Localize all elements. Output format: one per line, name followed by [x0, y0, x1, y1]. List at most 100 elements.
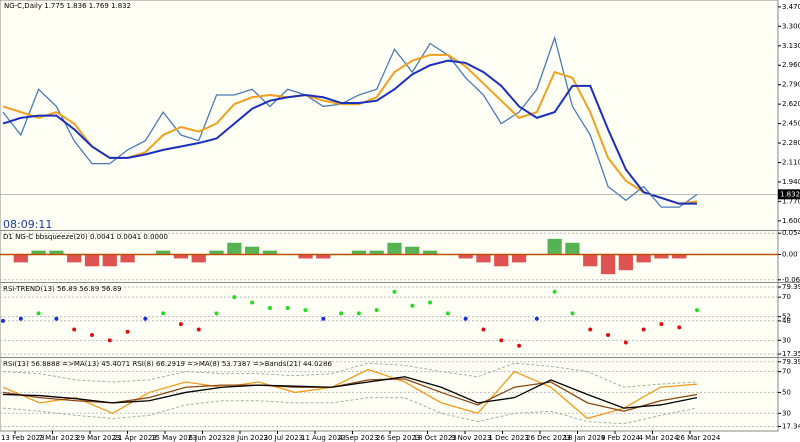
histogram-bar	[102, 254, 117, 267]
x-tick-label: 13 Feb 2023	[1, 434, 45, 442]
histogram-bar	[298, 254, 313, 259]
y-tick-label: 2.280	[782, 139, 800, 147]
trend-dot	[107, 338, 112, 343]
trend-dot	[659, 322, 664, 327]
trend-dot	[143, 316, 148, 321]
histogram-bar	[636, 254, 651, 263]
histogram-bar	[13, 254, 28, 263]
series-line	[2, 59, 697, 205]
pane-title: RSI(13) 56.8888 =>MA(13) 45.4071 RSI(8) …	[3, 360, 332, 368]
histogram-bar	[422, 250, 438, 255]
trend-dot	[588, 327, 593, 332]
clock: 08:09:11	[3, 218, 52, 231]
x-tick-label: 11 Aug 2023	[301, 434, 346, 442]
histogram-bar	[173, 254, 189, 259]
histogram-bar	[369, 250, 384, 255]
y-tick-label: 1.600	[782, 217, 800, 225]
x-tick-label: 4 Sep 2023	[339, 434, 379, 442]
histogram-bar	[565, 242, 580, 255]
y-tick-label: 70	[782, 368, 791, 376]
trend-dot	[374, 308, 379, 313]
x-tick-label: 26 Sep 2023	[376, 434, 420, 442]
trend-dot	[36, 311, 41, 316]
y-tick-label: 50	[782, 388, 791, 396]
trend-dot	[178, 322, 183, 327]
y-tick-label: 52	[782, 313, 791, 321]
histogram-bar	[262, 250, 278, 255]
x-tick-label: 18 Jan 2024	[564, 434, 607, 442]
y-tick-label: 3.300	[782, 22, 800, 30]
histogram-bar	[316, 254, 331, 259]
trend-dot	[250, 300, 255, 305]
x-tick-label: 29 Mar 2023	[76, 434, 120, 442]
trend-dot	[125, 329, 130, 334]
histogram-bar	[618, 254, 633, 271]
y-tick-label: 17.35	[782, 350, 800, 358]
trend-dot	[481, 327, 486, 332]
y-tick-label: 48	[782, 317, 791, 325]
pane-title: RSI-TREND(13) 56.89 56.89 56.89	[3, 285, 122, 293]
last-price-label: 1.832	[780, 190, 800, 198]
trend-dot	[499, 338, 504, 343]
trend-dot	[1, 318, 5, 323]
x-tick-label: 9 Feb 2024	[601, 434, 641, 442]
histogram-bar	[654, 254, 669, 259]
histogram-bar	[209, 250, 224, 255]
trend-dot	[552, 289, 557, 294]
symbol-header: NG-C,Daily 1.775 1.836 1.769 1.832	[4, 2, 131, 10]
histogram-bar	[547, 238, 562, 255]
trend-dot	[606, 332, 611, 337]
y-tick-label: 1.940	[782, 178, 800, 186]
trend-dot	[463, 316, 468, 321]
histogram-bar	[476, 254, 491, 263]
histogram-bar	[227, 242, 242, 255]
y-tick-label: 1.770	[782, 197, 800, 205]
series-line	[2, 397, 698, 425]
trend-dot	[534, 316, 539, 321]
trend-dot	[54, 316, 59, 321]
histogram-bar	[84, 254, 100, 267]
x-tick-label: 20 Jul 2023	[264, 434, 304, 442]
trend-dot	[570, 311, 575, 316]
y-tick-label: 2.620	[782, 100, 800, 108]
histogram-bar	[583, 254, 598, 267]
x-tick-label: 1 Dec 2023	[489, 434, 529, 442]
histogram-bar	[67, 254, 82, 263]
trend-dot	[18, 316, 23, 321]
histogram-bar	[387, 242, 402, 255]
y-tick-label: 0.0544	[782, 229, 800, 237]
trend-dot	[214, 311, 219, 316]
x-tick-label: 26 Dec 2023	[526, 434, 571, 442]
trend-dot	[445, 311, 450, 316]
y-tick-label: 79.3949	[782, 358, 800, 366]
histogram-bar	[191, 254, 206, 263]
x-tick-label: 9 Nov 2023	[451, 434, 491, 442]
trend-dot	[695, 308, 699, 313]
y-tick-label: -0.0644	[782, 276, 800, 284]
x-tick-label: 6 Jun 2023	[189, 434, 227, 442]
histogram-bar	[511, 254, 527, 263]
trend-dot	[72, 327, 77, 332]
y-tick-label: 2.790	[782, 81, 800, 89]
trend-dot	[161, 311, 166, 316]
plot-background	[0, 0, 779, 432]
series-line	[2, 368, 698, 420]
x-tick-label: 26 Mar 2024	[676, 434, 721, 442]
y-tick-label: 70	[782, 293, 791, 301]
y-tick-label: 17.3475	[782, 423, 800, 431]
y-tick-label: 79.39	[782, 283, 800, 291]
y-tick-label: 2.450	[782, 120, 800, 128]
trend-dot	[267, 305, 272, 310]
y-tick-label: 30	[782, 336, 791, 344]
trend-dot	[89, 332, 94, 337]
x-tick-label: 4 Mar 2024	[639, 434, 679, 442]
trend-dot	[303, 308, 308, 313]
histogram-bar	[600, 254, 616, 275]
trend-dot	[410, 303, 415, 308]
trend-dot	[677, 325, 682, 330]
trend-dot	[196, 327, 201, 332]
histogram-bar	[31, 250, 46, 255]
pane-title: D1 NG-C bbsqueeze(20) 0.0041 0.0041 0.00…	[3, 233, 168, 241]
x-tick-label: 21 Apr 2023	[114, 434, 157, 442]
